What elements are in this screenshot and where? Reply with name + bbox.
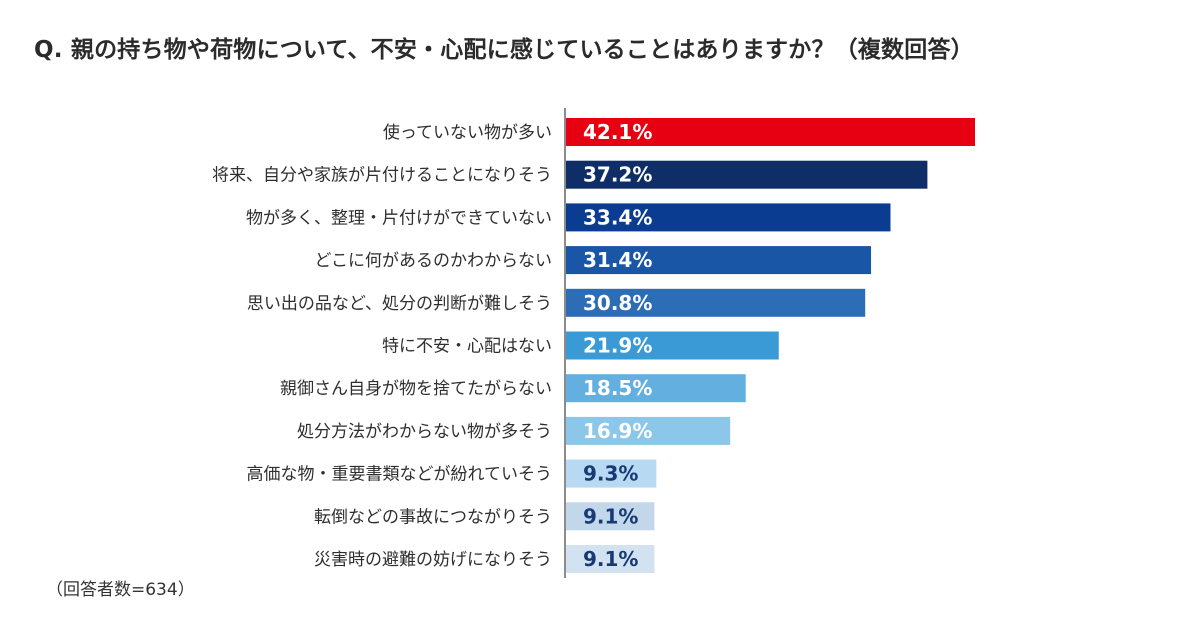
category-label: どこに何があるのかわからない — [315, 251, 553, 271]
respondent-count-note: （回答者数=634） — [46, 580, 195, 600]
bar — [566, 246, 872, 275]
category-labels-group: 使っていない物が多い将来、自分や家族が片付けることになりそう物が多く、整理・片付… — [212, 122, 552, 570]
value-label: 16.9% — [583, 419, 652, 443]
chart-title: Q. 親の持ち物や荷物について、不安・心配に感じていることはありますか？（複数回… — [34, 37, 974, 63]
category-label: 高価な物・重要書類などが紛れていそう — [247, 465, 553, 485]
category-label: 処分方法がわからない物が多そう — [297, 422, 552, 442]
category-label: 親御さん自身が物を捨てたがらない — [280, 379, 552, 399]
category-label: 思い出の品など、処分の判断が難しそう — [247, 294, 552, 314]
value-labels-group: 42.1% 37.2% 33.4% 31.4% 30.8% 21.9% 18.5% 16.9%… — [583, 120, 652, 571]
value-label: 21.9% — [583, 334, 652, 358]
value-label: 30.8% — [583, 291, 652, 315]
bar — [566, 118, 975, 146]
category-label: 物が多く、整理・片付けができていない — [246, 208, 552, 228]
category-label: 特に不安・心配はない — [382, 337, 552, 357]
bar — [566, 288, 866, 317]
value-label: 9.3% — [583, 462, 638, 486]
bar — [566, 331, 779, 360]
bar — [566, 416, 731, 445]
value-label: 37.2% — [583, 163, 652, 187]
value-label: 9.1% — [583, 547, 638, 571]
bar — [566, 160, 928, 189]
category-label: 災害時の避難の妨げになりそう — [314, 550, 552, 570]
category-label: 将来、自分や家族が片付けることになりそう — [212, 166, 552, 186]
value-label: 42.1% — [583, 120, 652, 144]
value-label: 9.1% — [583, 504, 638, 528]
bar — [566, 374, 746, 403]
value-label: 18.5% — [583, 376, 652, 400]
bar — [566, 459, 657, 488]
bar — [566, 502, 655, 531]
bar — [566, 203, 891, 232]
value-label: 31.4% — [583, 248, 652, 272]
bars-group — [566, 118, 975, 573]
category-label: 転倒などの事故につながりそう — [314, 507, 552, 527]
category-label: 使っていない物が多い — [383, 122, 552, 143]
value-label: 33.4% — [583, 205, 652, 229]
bar — [566, 545, 655, 573]
